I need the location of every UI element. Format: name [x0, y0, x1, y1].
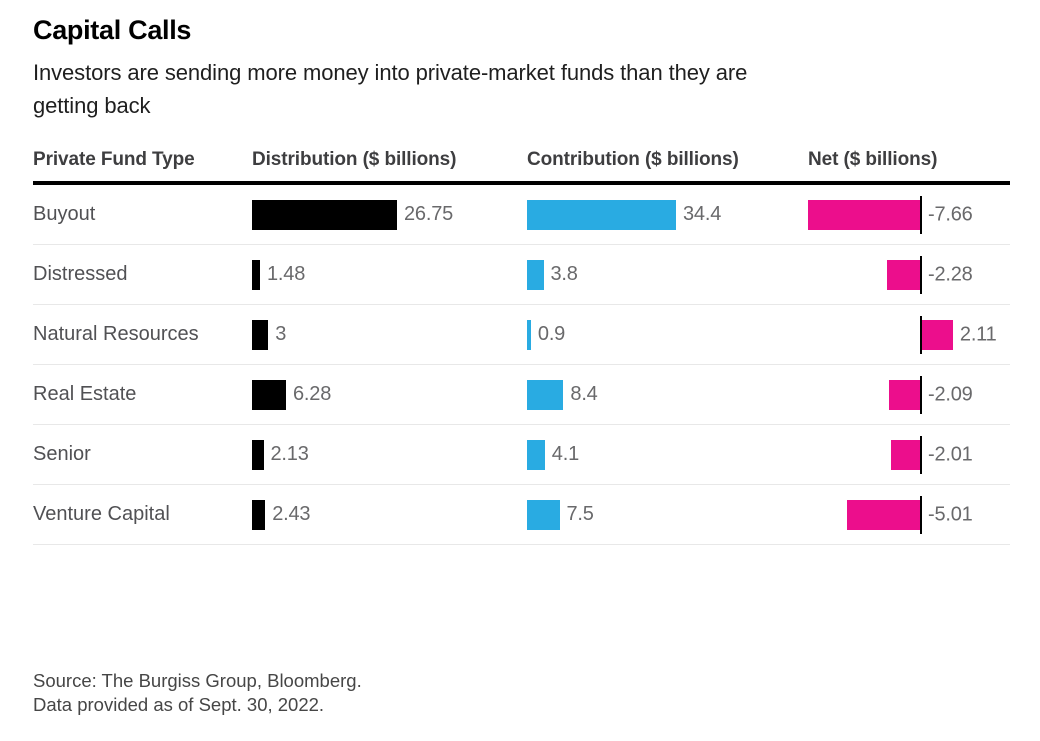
chart-subtitle-line2: getting back	[33, 93, 151, 118]
contribution-value: 34.4	[683, 203, 722, 225]
distribution-value: 6.28	[293, 383, 332, 405]
contribution-cell: 3.8	[527, 245, 808, 304]
contribution-value: 3.8	[550, 263, 578, 285]
contribution-cell: 8.4	[527, 365, 808, 424]
distribution-cell: 6.28	[252, 365, 527, 424]
net-bar	[846, 499, 920, 530]
contribution-value: 8.4	[570, 383, 598, 405]
table-header-row: Private Fund Type Distribution ($ billio…	[33, 149, 1010, 171]
contribution-bar	[527, 319, 531, 350]
net-cell: -5.01	[808, 485, 1010, 544]
net-bar	[922, 319, 953, 350]
net-axis-tick	[920, 255, 922, 294]
table-row: Senior 2.13 4.1 -2.01	[33, 425, 1010, 485]
column-header-contribution: Contribution ($ billions)	[527, 149, 739, 170]
distribution-cell: 3	[252, 305, 527, 364]
net-bar	[808, 199, 920, 230]
source-block: Source: The Burgiss Group, Bloomberg. Da…	[33, 669, 1010, 717]
table-body: Buyout 26.75 34.4 -7.66 Distressed 1.48 …	[33, 185, 1010, 545]
fund-type-label: Senior	[33, 443, 91, 465]
fund-type-label: Buyout	[33, 203, 96, 225]
net-cell: -2.28	[808, 245, 1010, 304]
distribution-value: 1.48	[267, 263, 306, 285]
table-row: Real Estate 6.28 8.4 -2.09	[33, 365, 1010, 425]
distribution-value: 26.75	[404, 203, 454, 225]
distribution-cell: 1.48	[252, 245, 527, 304]
asof-note: Data provided as of Sept. 30, 2022.	[33, 694, 325, 715]
distribution-bar	[252, 199, 397, 230]
contribution-value: 0.9	[537, 323, 566, 345]
net-value: -7.66	[928, 203, 973, 225]
source-note: Source: The Burgiss Group, Bloomberg.	[33, 670, 362, 691]
contribution-cell: 4.1	[527, 425, 808, 484]
net-axis-tick	[920, 375, 922, 414]
fund-type-label: Venture Capital	[33, 503, 170, 525]
header-rule	[33, 181, 1010, 185]
contribution-bar	[527, 499, 560, 530]
net-value: -5.01	[928, 503, 973, 525]
contribution-bar	[527, 439, 545, 470]
column-header-fund-type: Private Fund Type	[33, 149, 195, 170]
net-bar	[889, 379, 920, 410]
contribution-value: 7.5	[566, 503, 594, 525]
distribution-bar	[252, 439, 264, 470]
net-value: -2.01	[928, 443, 973, 465]
contribution-value: 4.1	[551, 443, 579, 465]
distribution-cell: 2.13	[252, 425, 527, 484]
net-cell: -2.09	[808, 365, 1010, 424]
net-axis-tick	[920, 435, 922, 474]
distribution-value: 2.43	[272, 503, 311, 525]
distribution-cell: 2.43	[252, 485, 527, 544]
net-bar	[886, 259, 920, 290]
column-header-distribution: Distribution ($ billions)	[252, 149, 457, 170]
table-row: Natural Resources 3 0.9 2.11	[33, 305, 1010, 365]
net-axis-tick	[920, 195, 922, 234]
chart-subtitle-line1: Investors are sending more money into pr…	[33, 60, 748, 85]
contribution-bar	[527, 199, 676, 230]
table-row: Distressed 1.48 3.8 -2.28	[33, 245, 1010, 305]
distribution-bar	[252, 259, 260, 290]
net-axis-tick	[920, 495, 922, 534]
fund-type-label: Natural Resources	[33, 323, 199, 345]
distribution-bar	[252, 499, 266, 530]
net-bar	[890, 439, 920, 470]
distribution-cell: 26.75	[252, 185, 527, 244]
table-row: Venture Capital 2.43 7.5 -5.01	[33, 485, 1010, 545]
page-title: Capital Calls	[33, 15, 192, 45]
net-value: 2.11	[959, 323, 997, 345]
contribution-bar	[527, 259, 544, 290]
distribution-value: 2.13	[270, 443, 309, 465]
contribution-cell: 34.4	[527, 185, 808, 244]
distribution-bar	[252, 379, 286, 410]
net-cell: -2.01	[808, 425, 1010, 484]
fund-type-label: Real Estate	[33, 383, 137, 405]
table-row: Buyout 26.75 34.4 -7.66	[33, 185, 1010, 245]
distribution-bar	[252, 319, 269, 350]
distribution-value: 3	[275, 323, 287, 345]
net-cell: -7.66	[808, 185, 1010, 244]
fund-type-label: Distressed	[33, 263, 128, 285]
net-axis-tick	[920, 315, 922, 354]
net-value: -2.28	[928, 263, 973, 285]
contribution-cell: 7.5	[527, 485, 808, 544]
net-cell: 2.11	[808, 305, 1010, 364]
contribution-cell: 0.9	[527, 305, 808, 364]
chart-subtitle: Investors are sending more money into pr…	[33, 56, 1010, 122]
column-header-net: Net ($ billions)	[808, 149, 938, 170]
net-value: -2.09	[928, 383, 973, 405]
contribution-bar	[527, 379, 564, 410]
